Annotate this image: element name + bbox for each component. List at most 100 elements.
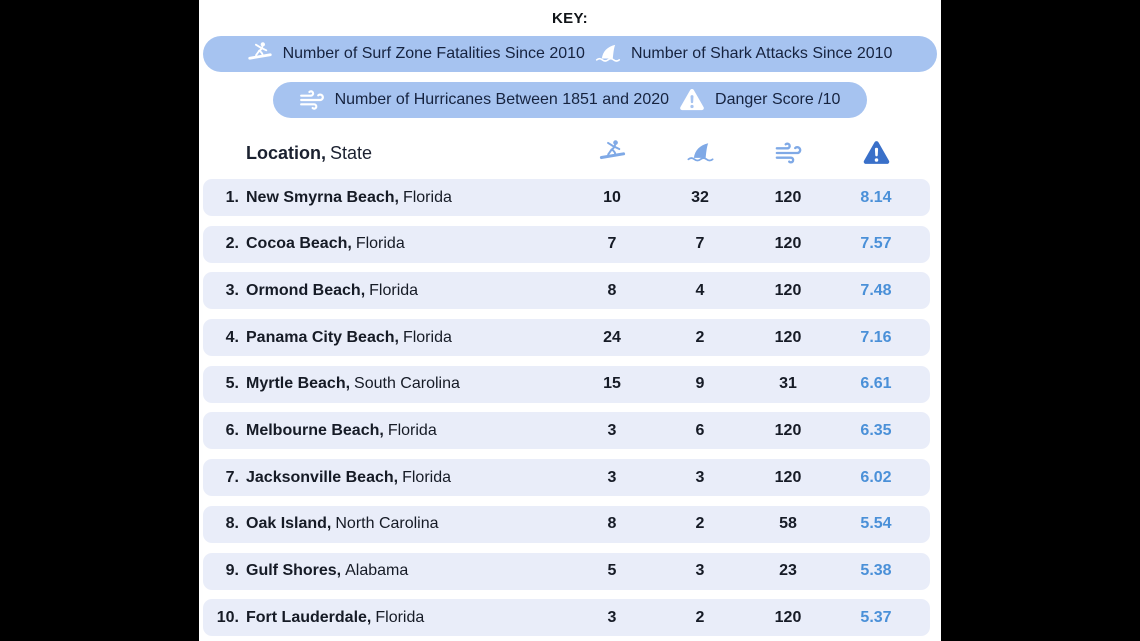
row-shark-attacks: 6 <box>695 421 705 439</box>
row-location: Ormond Beach, Florida <box>246 282 568 300</box>
row-beach-name: Oak Island, <box>246 515 332 533</box>
row-state: South Carolina <box>354 375 460 393</box>
row-shark-attacks: 2 <box>695 608 705 626</box>
row-beach-name: Melbourne Beach, <box>246 421 384 439</box>
row-state: Florida <box>402 188 452 206</box>
wind-column-icon <box>744 139 832 167</box>
legend-label-hurricanes: Number of Hurricanes Between 1851 and 20… <box>334 91 670 108</box>
row-hurricanes: 31 <box>779 375 797 393</box>
table-header: Location, State <box>203 132 930 174</box>
row-hurricanes: 120 <box>774 328 802 346</box>
table-row: 4. Panama City Beach, Florida 24 2 120 7.… <box>203 319 930 357</box>
row-hurricanes: 120 <box>774 421 802 439</box>
row-beach-name: Cocoa Beach, <box>246 235 352 253</box>
shark-fin-column-icon <box>656 139 744 167</box>
row-location: Jacksonville Beach, Florida <box>246 469 568 487</box>
row-location: New Smyrna Beach, Florida <box>246 189 568 207</box>
shark-fin-icon <box>593 41 623 67</box>
legend-pill-top: Number of Surf Zone Fatalities Since 201… <box>203 36 937 72</box>
row-beach-name: Myrtle Beach, <box>246 375 351 393</box>
key-title: KEY: <box>552 10 588 27</box>
row-location: Panama City Beach, Florida <box>246 329 568 347</box>
row-location: Fort Lauderdale, Florida <box>246 609 568 627</box>
row-hurricanes: 23 <box>779 562 797 579</box>
row-shark-attacks: 32 <box>691 188 709 206</box>
row-danger-score: 5.54 <box>860 515 892 533</box>
row-surf-fatalities: 24 <box>603 328 621 346</box>
row-hurricanes: 120 <box>774 235 802 253</box>
row-shark-attacks: 3 <box>695 468 705 486</box>
row-surf-fatalities: 3 <box>607 608 617 626</box>
row-danger-score: 5.38 <box>860 562 892 579</box>
row-state: Florida <box>402 468 451 486</box>
row-rank: 5. <box>225 375 239 393</box>
row-surf-fatalities: 10 <box>603 188 621 206</box>
row-beach-name: Fort Lauderdale, <box>246 608 372 626</box>
wind-icon <box>297 87 327 113</box>
table-row: 2. Cocoa Beach, Florida 7 7 120 7.57 <box>203 225 930 263</box>
row-shark-attacks: 4 <box>695 281 705 299</box>
table-row: 3. Ormond Beach, Florida 8 4 120 7.48 <box>203 272 930 310</box>
table-row: 8. Oak Island, North Carolina 8 2 58 5.54 <box>203 505 930 543</box>
row-shark-attacks: 2 <box>695 328 705 346</box>
warning-column-icon <box>832 139 920 167</box>
row-shark-attacks: 2 <box>695 515 705 533</box>
table-row: 5. Myrtle Beach, South Carolina 15 9 31 6… <box>203 365 930 403</box>
row-danger-score: 6.02 <box>860 468 892 486</box>
row-beach-name: Gulf Shores, <box>246 562 342 579</box>
row-shark-attacks: 3 <box>695 562 705 579</box>
table-row: 1. New Smyrna Beach, Florida 10 32 120 8.… <box>203 179 930 216</box>
row-rank: 8. <box>225 515 239 533</box>
row-surf-fatalities: 15 <box>603 375 621 393</box>
row-hurricanes: 120 <box>774 608 802 626</box>
table-row: 6. Melbourne Beach, Florida 3 6 120 6.35 <box>203 412 930 450</box>
infographic-panel: KEY: Number of Surf Zone Fatalities Sinc… <box>199 0 941 641</box>
row-surf-fatalities: 3 <box>607 468 617 486</box>
row-state: Florida <box>402 328 452 346</box>
row-surf-fatalities: 5 <box>607 562 617 579</box>
row-location: Cocoa Beach, Florida <box>246 235 568 253</box>
row-danger-score: 8.14 <box>860 188 892 206</box>
legend-label-surf-fatalities: Number of Surf Zone Fatalities Since 201… <box>282 45 585 62</box>
location-column-header: Location, State <box>246 143 568 164</box>
row-hurricanes: 120 <box>774 468 802 486</box>
surfer-column-icon <box>568 139 656 167</box>
row-location: Melbourne Beach, Florida <box>246 422 568 440</box>
row-hurricanes: 120 <box>774 188 802 206</box>
row-state: North Carolina <box>335 515 439 533</box>
row-rank: 9. <box>225 562 239 579</box>
row-location: Oak Island, North Carolina <box>246 515 568 533</box>
row-surf-fatalities: 8 <box>607 281 617 299</box>
row-hurricanes: 58 <box>779 515 797 533</box>
row-danger-score: 6.61 <box>860 375 892 393</box>
row-surf-fatalities: 3 <box>607 421 617 439</box>
location-header-bold: Location, <box>246 142 326 163</box>
row-shark-attacks: 9 <box>695 375 705 393</box>
row-hurricanes: 120 <box>774 281 802 299</box>
row-shark-attacks: 7 <box>695 235 705 253</box>
location-header-state: State <box>330 142 373 163</box>
row-rank: 1. <box>225 188 239 206</box>
row-danger-score: 7.16 <box>860 328 892 346</box>
row-rank: 6. <box>225 421 239 439</box>
row-beach-name: Ormond Beach, <box>246 281 366 299</box>
legend-label-shark-attacks: Number of Shark Attacks Since 2010 <box>630 45 893 62</box>
row-rank: 3. <box>225 281 239 299</box>
table-row: 10. Fort Lauderdale, Florida 3 2 120 5.37 <box>203 599 930 637</box>
legend-pill-bottom: Number of Hurricanes Between 1851 and 20… <box>272 82 868 118</box>
row-beach-name: Panama City Beach, <box>246 328 399 346</box>
table-row: 7. Jacksonville Beach, Florida 3 3 120 6.… <box>203 459 930 497</box>
row-danger-score: 5.37 <box>860 608 892 626</box>
table-body: 1. New Smyrna Beach, Florida 10 32 120 8.… <box>203 179 930 637</box>
row-location: Gulf Shores, Alabama <box>246 562 568 580</box>
row-danger-score: 6.35 <box>860 421 892 439</box>
row-danger-score: 7.57 <box>860 235 892 253</box>
row-state: Alabama <box>345 562 409 579</box>
surfer-icon <box>245 41 275 67</box>
row-surf-fatalities: 7 <box>607 235 617 253</box>
warning-icon <box>677 87 707 113</box>
legend-label-danger-score: Danger Score /10 <box>715 91 841 108</box>
row-rank: 7. <box>225 468 239 486</box>
table-row: 9. Gulf Shores, Alabama 5 3 23 5.38 <box>203 552 930 590</box>
